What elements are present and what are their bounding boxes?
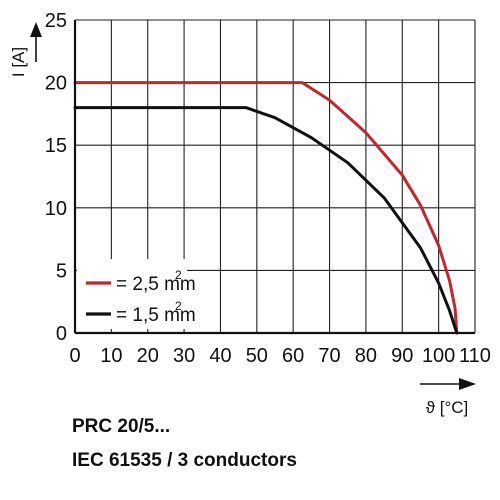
y-tick-label: 20 <box>45 73 67 95</box>
y-tick-label: 0 <box>56 323 67 345</box>
x-tick-label: 110 <box>459 345 491 367</box>
series-lines <box>73 81 459 335</box>
y-tick-label: 25 <box>45 10 67 32</box>
x-tick-label: 60 <box>282 345 304 367</box>
legend-label-1: = 2,5 mm <box>116 274 196 295</box>
y-axis-title: I [A] <box>9 47 28 77</box>
series-line-1 <box>73 81 459 335</box>
x-axis-label: ϑ [°C] <box>426 398 469 417</box>
x-axis-title: ϑ [°C] <box>426 398 469 417</box>
x-tick-label: 10 <box>100 345 122 367</box>
legend-label-superscript-2: 2 <box>175 299 182 313</box>
legend-background <box>77 259 187 329</box>
y-tick-label: 15 <box>45 135 67 157</box>
series-line-2 <box>73 106 459 335</box>
legend: = 2,5 mm2= 1,5 mm2 <box>77 259 196 329</box>
y-axis-arrow-head <box>30 22 42 37</box>
axes <box>30 20 476 390</box>
legend-label-superscript-1: 2 <box>175 268 182 282</box>
x-axis-arrow-head <box>459 378 476 390</box>
caption-standard: IEC 61535 / 3 conductors <box>72 450 297 471</box>
x-tick-label: 30 <box>173 345 195 367</box>
x-tick-label: 40 <box>209 345 231 367</box>
x-tick-label: 90 <box>391 345 413 367</box>
y-axis-label: I [A] <box>9 47 28 77</box>
tick-labels: 0 10 20 30 40 50 60 70 80 90 100 110 0 5 10 15 20 25 <box>45 10 491 367</box>
x-tick-label: 80 <box>355 345 377 367</box>
legend-label-2: = 1,5 mm <box>116 305 196 326</box>
x-tick-label: 20 <box>137 345 159 367</box>
x-tick-label: 70 <box>318 345 340 367</box>
x-tick-label: 50 <box>246 345 268 367</box>
x-tick-label: 0 <box>69 345 80 367</box>
caption-product: PRC 20/5... <box>72 416 171 437</box>
y-tick-label: 10 <box>45 198 67 220</box>
y-tick-label: 5 <box>56 260 67 282</box>
x-tick-label: 100 <box>422 345 455 367</box>
